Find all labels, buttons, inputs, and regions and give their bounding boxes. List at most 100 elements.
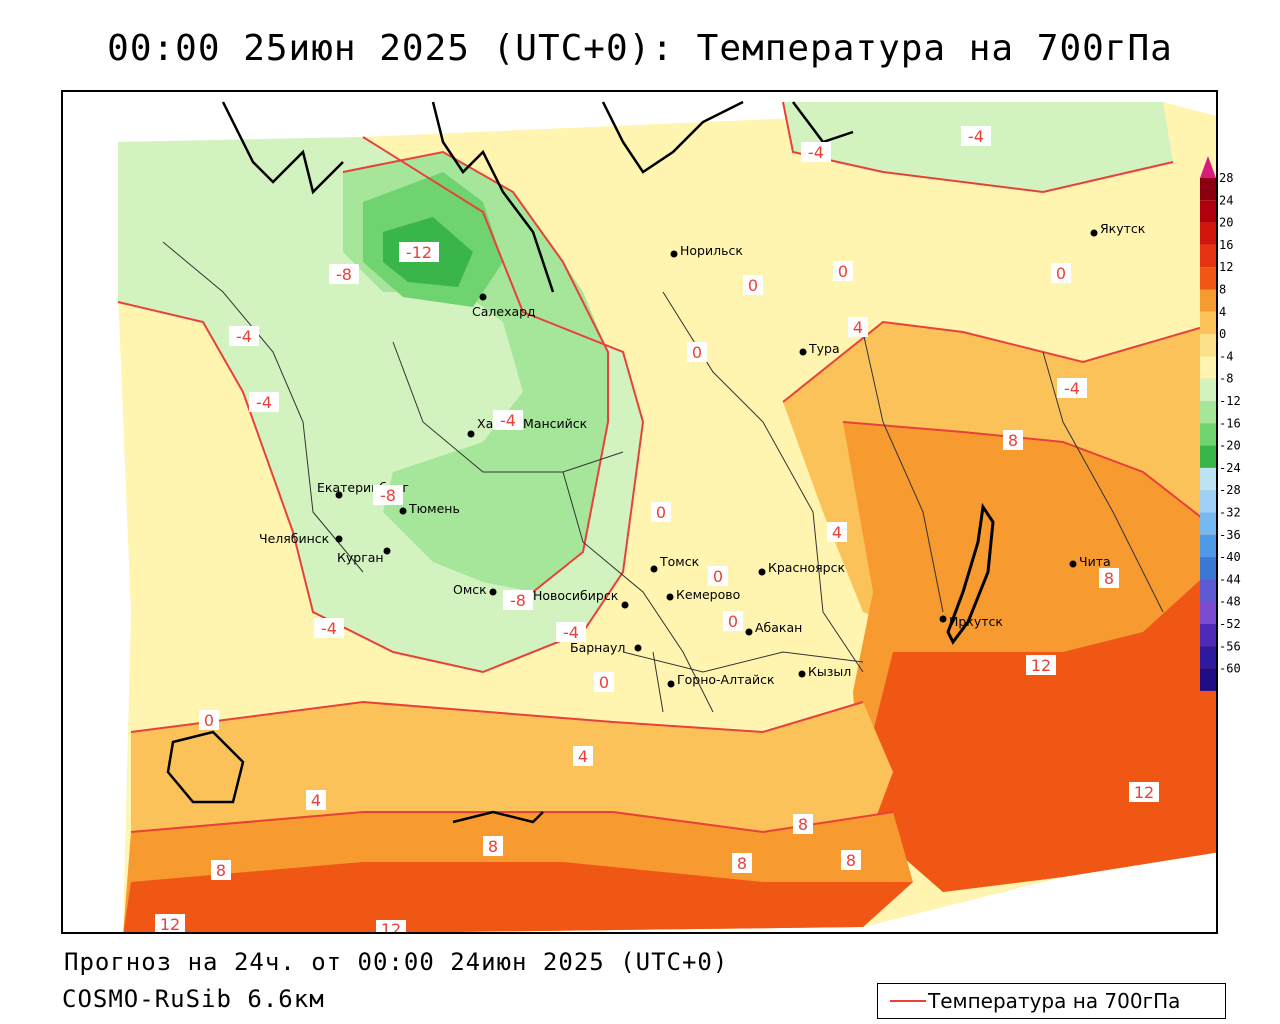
colorbar-swatch — [1200, 423, 1216, 446]
iso-label: -8 — [373, 485, 403, 505]
svg-text:Горно-Алтайск: Горно-Алтайск — [677, 672, 775, 687]
colorbar: 28 24 20 16 12 8 4 0 -4 -8 -12 -16 -20 -24 -28 -32 -36 -4… — [1200, 156, 1241, 691]
colorbar-swatch — [1200, 244, 1216, 268]
svg-text:8: 8 — [846, 851, 856, 870]
colorbar-swatch — [1200, 490, 1216, 513]
iso-label: -8 — [503, 590, 533, 610]
svg-text:Томск: Томск — [659, 554, 700, 569]
temperature-map: Якутск Норильск Салехард Тура Ханты-Манс… — [117, 100, 1216, 932]
svg-text:-4: -4 — [563, 623, 579, 642]
colorbar-swatch — [1200, 178, 1216, 201]
colorbar-tick-label: 16 — [1219, 238, 1233, 252]
svg-text:0: 0 — [748, 276, 758, 295]
svg-text:Салехард: Салехард — [472, 304, 536, 319]
colorbar-tick-label: -8 — [1219, 372, 1233, 386]
colorbar-top-arrow — [1200, 156, 1216, 178]
city-irkutsk[interactable]: Иркутск — [939, 614, 1004, 629]
svg-text:-4: -4 — [236, 327, 252, 346]
svg-text:8: 8 — [488, 837, 498, 856]
svg-text:0: 0 — [656, 503, 666, 522]
iso-label: 0 — [651, 502, 671, 522]
iso-label: -12 — [399, 242, 439, 262]
city-norilsk[interactable]: Норильск — [670, 243, 744, 258]
colorbar-tick-label: -56 — [1219, 639, 1241, 653]
iso-label: -4 — [229, 326, 259, 346]
iso-label: -8 — [329, 264, 359, 284]
lake-baikal — [946, 502, 995, 645]
svg-text:8: 8 — [798, 815, 808, 834]
svg-text:Красноярск: Красноярск — [768, 560, 845, 575]
iso-label: 4 — [573, 746, 593, 766]
colorbar-tick-label: -36 — [1219, 528, 1241, 542]
svg-text:8: 8 — [1104, 569, 1114, 588]
colorbar-tick-label: -4 — [1219, 349, 1233, 363]
page-title: 00:00 25июн 2025 (UTC+0): Температура на… — [107, 28, 1173, 69]
svg-text:4: 4 — [311, 791, 321, 810]
svg-text:-4: -4 — [1064, 379, 1080, 398]
city-kemerovo[interactable]: Кемерово — [666, 587, 741, 602]
svg-text:0: 0 — [713, 567, 723, 586]
colorbar-swatch — [1200, 356, 1216, 379]
city-krasnoyarsk[interactable]: Красноярск — [758, 560, 846, 576]
iso-label: 0 — [199, 710, 219, 730]
colorbar-swatch — [1200, 557, 1216, 580]
svg-text:-8: -8 — [380, 486, 396, 505]
svg-text:Абакан: Абакан — [755, 620, 802, 635]
iso-label: 4 — [848, 317, 868, 337]
legend-label: Температура на 700гПа — [928, 989, 1181, 1013]
svg-text:8: 8 — [737, 854, 747, 873]
city-omsk[interactable]: Омск — [453, 582, 497, 597]
city-chelyabinsk[interactable]: Челябинск — [259, 531, 343, 546]
svg-text:-8: -8 — [336, 265, 352, 284]
city-kyzyl[interactable]: Кызыл — [798, 664, 852, 679]
iso-label: 0 — [1051, 263, 1071, 283]
colorbar-swatch — [1200, 378, 1216, 401]
city-barnaul[interactable]: Барнаул — [570, 640, 642, 655]
svg-text:8: 8 — [1008, 431, 1018, 450]
map-area[interactable]: Якутск Норильск Салехард Тура Ханты-Манс… — [61, 90, 1218, 934]
svg-text:0: 0 — [692, 343, 702, 362]
svg-text:-4: -4 — [500, 411, 516, 430]
colorbar-tick-label: -60 — [1219, 662, 1241, 676]
svg-text:-4: -4 — [808, 143, 824, 162]
isotherm-lines — [117, 101, 1216, 834]
colorbar-swatch — [1200, 668, 1216, 691]
legend-line-swatch — [890, 1000, 926, 1002]
svg-text:4: 4 — [578, 747, 588, 766]
city-chita[interactable]: Чита — [1069, 554, 1111, 569]
iso-label: 8 — [793, 814, 813, 834]
colorbar-tick-label: -32 — [1219, 506, 1241, 520]
colorbar-swatch — [1200, 579, 1216, 602]
city-tyumen[interactable]: Тюмень — [399, 501, 460, 516]
iso-label: 12 — [1026, 655, 1056, 675]
city-kurgan[interactable]: Курган — [337, 547, 391, 566]
svg-text:Новосибирск: Новосибирск — [533, 588, 619, 603]
colorbar-swatch — [1200, 401, 1216, 424]
colorbar-swatch — [1200, 289, 1216, 312]
iso-label: 0 — [833, 261, 853, 281]
city-gorno-altaysk[interactable]: Горно-Алтайск — [667, 672, 776, 688]
svg-text:Норильск: Норильск — [680, 243, 743, 258]
iso-label: -4 — [961, 126, 991, 146]
city-yakutsk[interactable]: Якутск — [1090, 221, 1146, 237]
iso-label: -4 — [1057, 378, 1087, 398]
iso-label: 8 — [732, 853, 752, 873]
iso-label: 0 — [743, 275, 763, 295]
field-minus4-ne — [783, 102, 1173, 192]
svg-text:Омск: Омск — [453, 582, 487, 597]
iso-label: 8 — [841, 850, 861, 870]
svg-text:Тура: Тура — [808, 341, 840, 356]
svg-text:0: 0 — [599, 673, 609, 692]
city-tura[interactable]: Тура — [799, 341, 840, 356]
city-novosibirsk[interactable]: Новосибирск — [533, 588, 629, 609]
city-abakan[interactable]: Абакан — [745, 620, 803, 636]
city-tomsk[interactable]: Томск — [650, 554, 700, 573]
svg-text:Тюмень: Тюмень — [408, 501, 460, 516]
colorbar-tick-label: 0 — [1219, 327, 1226, 341]
city-salekhard[interactable]: Салехард — [472, 293, 536, 320]
colorbar-tick-label: -48 — [1219, 595, 1241, 609]
colorbar-swatch — [1200, 601, 1216, 624]
iso-label: 8 — [1099, 568, 1119, 588]
svg-text:0: 0 — [1056, 264, 1066, 283]
svg-text:Иркутск: Иркутск — [949, 614, 1003, 629]
